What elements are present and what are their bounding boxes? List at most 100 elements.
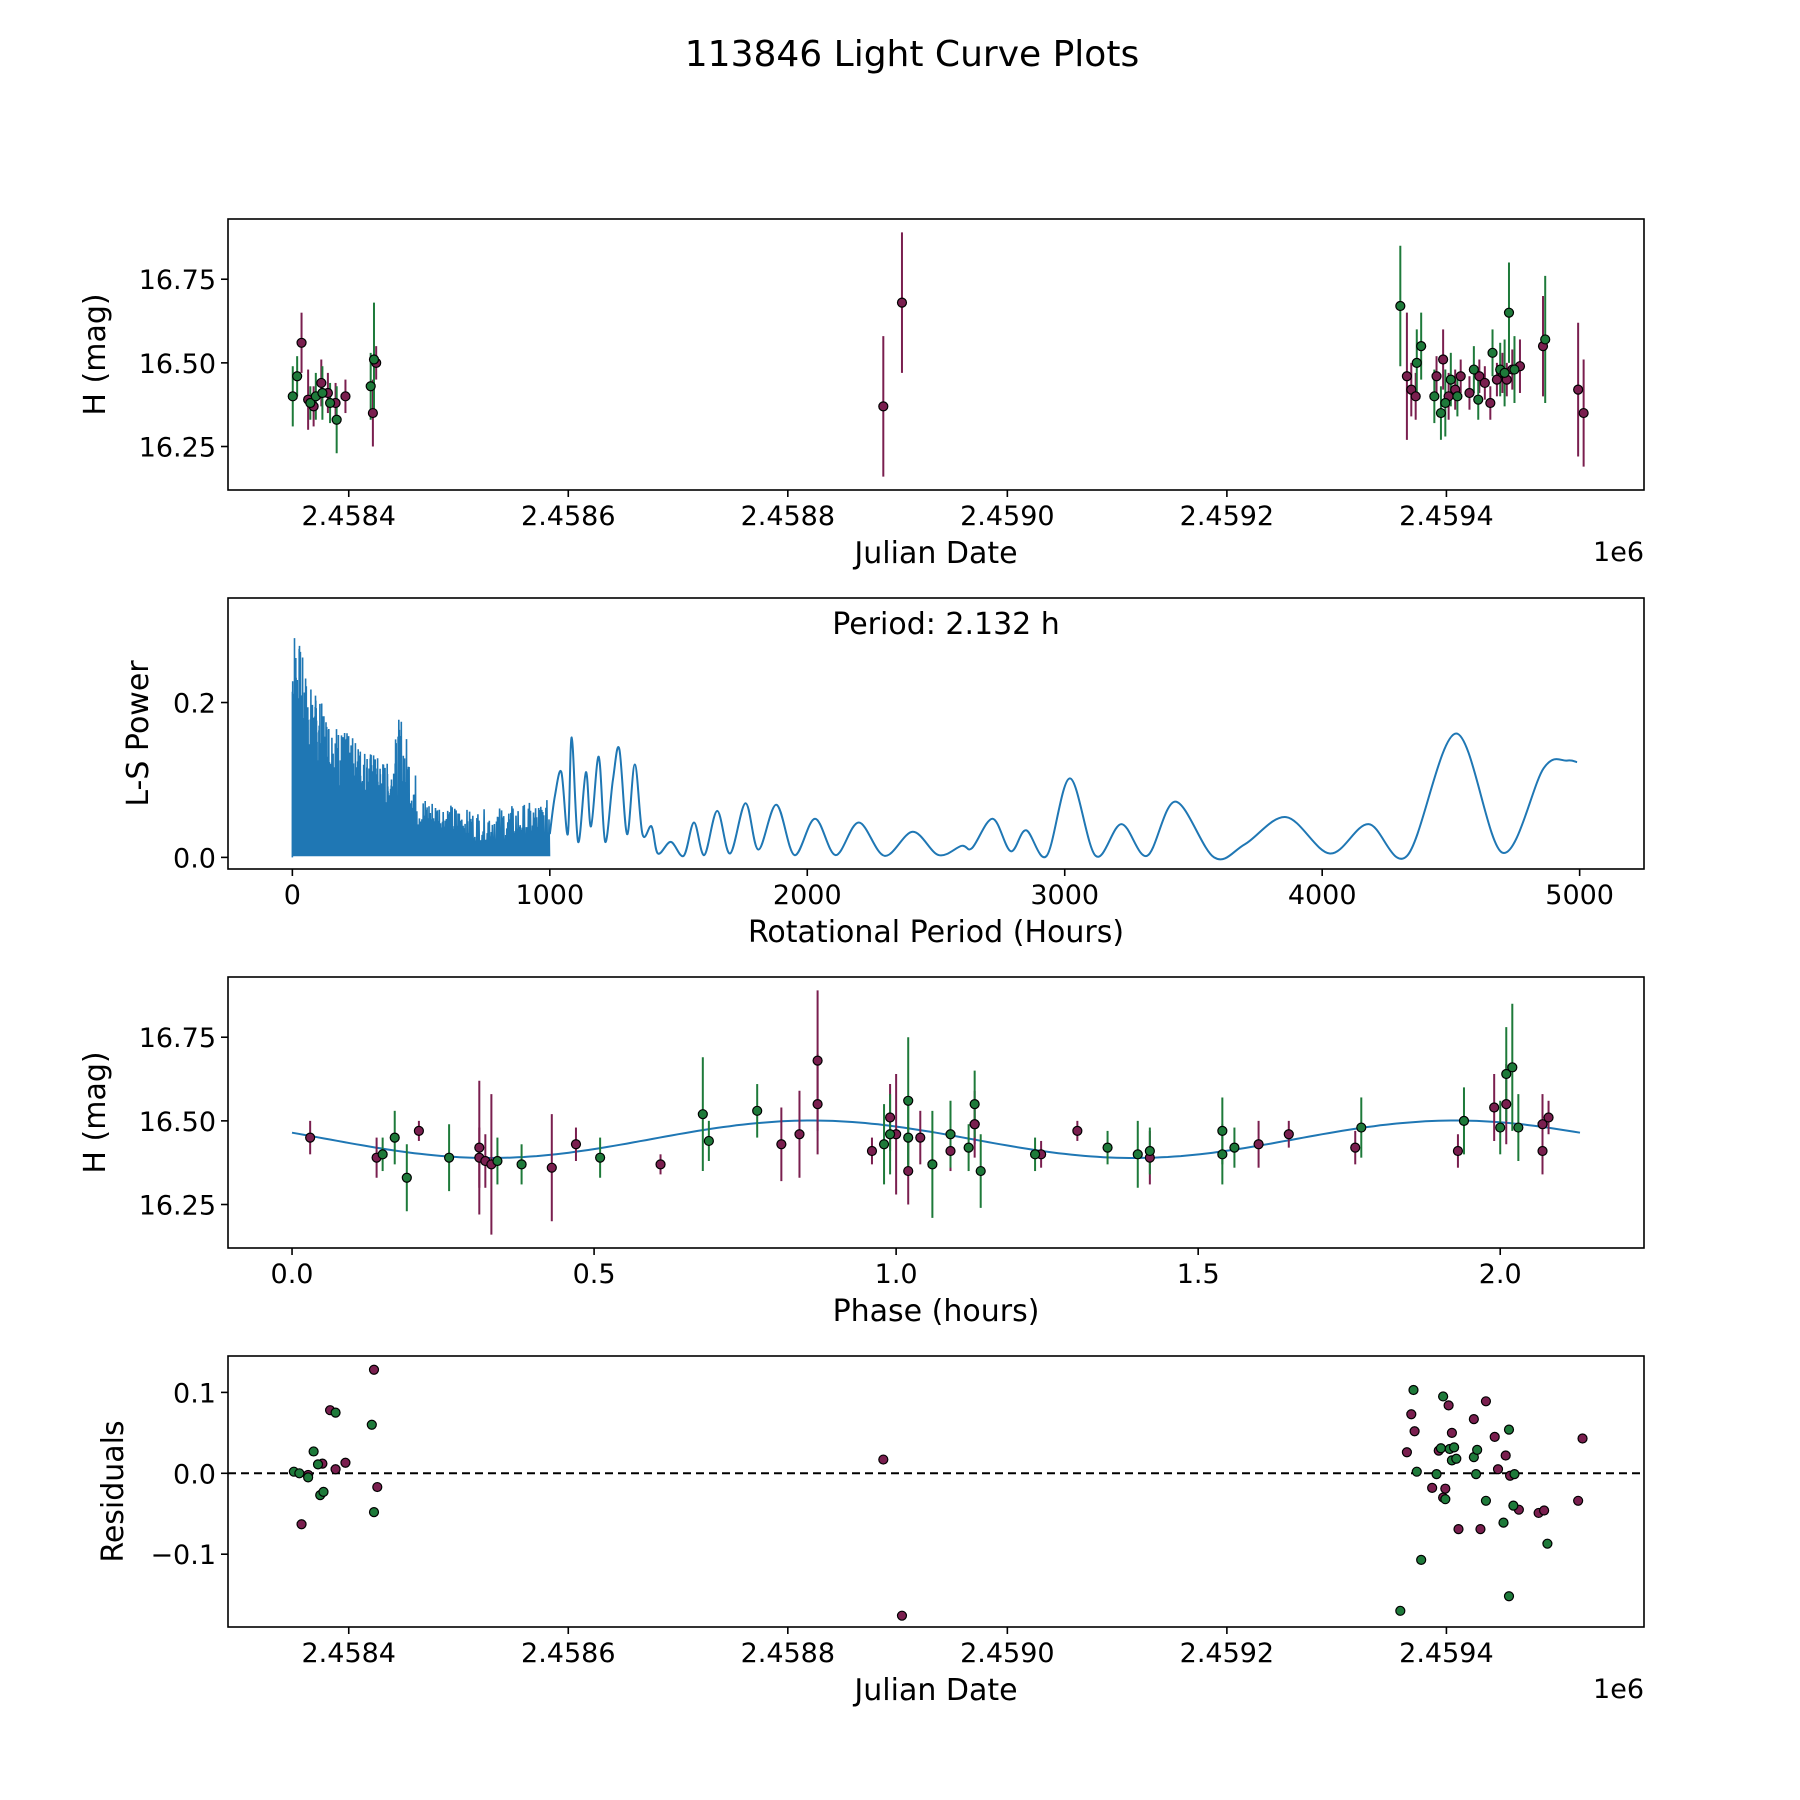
y-tick-label: 0.0 [173, 843, 216, 874]
data-point [1503, 1424, 1515, 1435]
data-point [812, 1099, 823, 1110]
data-point [1540, 334, 1551, 345]
data-point [1578, 407, 1589, 419]
data-point [1431, 371, 1442, 382]
data-point [1474, 371, 1485, 382]
data-point [1480, 1396, 1492, 1407]
data-point [896, 1610, 908, 1621]
data-point [546, 1162, 557, 1173]
data-point [401, 1172, 412, 1183]
data-point [1429, 391, 1440, 402]
data-point [331, 414, 342, 425]
data-point [1537, 1119, 1548, 1130]
x-tick-label: 2.4594 [1399, 1638, 1493, 1669]
data-point [1501, 1099, 1512, 1110]
data-point [1401, 371, 1413, 382]
data-point [1485, 397, 1496, 409]
data-point [366, 1419, 377, 1430]
data-point [915, 1132, 926, 1143]
data-point [474, 1142, 485, 1153]
data-point [305, 1132, 316, 1143]
data-point [1445, 374, 1456, 385]
y-tick-label: 0.0 [173, 1459, 216, 1490]
data-point [752, 1105, 763, 1116]
x-tick-label: 2.4590 [960, 1638, 1054, 1669]
data-point [330, 1407, 341, 1418]
data-point [1498, 1517, 1509, 1528]
data-point [794, 1129, 805, 1140]
data-point [697, 1109, 708, 1120]
data-point [492, 1155, 503, 1167]
data-point [1350, 1142, 1361, 1153]
phase-plot-area [291, 990, 1581, 1235]
data-point [389, 1132, 400, 1143]
data-point [1503, 307, 1515, 318]
data-point [317, 387, 328, 399]
x-tick-label: 2.4586 [521, 1638, 615, 1669]
data-point [1435, 1443, 1447, 1454]
x-tick-label: 0 [284, 880, 301, 911]
data-point [655, 1159, 666, 1170]
data-point [1542, 1538, 1553, 1549]
data-point [413, 1125, 424, 1137]
data-point [878, 401, 889, 412]
figure-title: 113846 Light Curve Plots [685, 34, 1139, 75]
data-point [1537, 1145, 1548, 1157]
data-point [372, 1481, 383, 1493]
y-axis-label: L-S Power [121, 660, 156, 807]
y-axis-label: H (mag) [78, 1051, 113, 1173]
x-tick-label: 2.4592 [1180, 1638, 1274, 1669]
periodogram-line [548, 732, 1578, 861]
data-point [1356, 1122, 1367, 1133]
data-point [1440, 1483, 1451, 1494]
data-point [1435, 407, 1447, 419]
data-point [1443, 1400, 1454, 1411]
data-point [303, 1472, 314, 1483]
x-tick-label: 2.4588 [741, 1638, 835, 1669]
y-axis-label: Residuals [96, 1420, 131, 1562]
data-point [1431, 1469, 1442, 1480]
data-point [903, 1132, 914, 1143]
period-annotation: Period: 2.132 h [832, 607, 1060, 642]
data-point [1487, 347, 1498, 358]
data-point [1411, 357, 1422, 368]
x-tick-label: 2.4584 [302, 1638, 396, 1669]
residuals-panel: 2.4584 2.4586 2.4588 2.4590 2.4592 2.4594 −0.1… [96, 1355, 1645, 1708]
data-point [1438, 354, 1449, 365]
data-point [1440, 1494, 1451, 1505]
x-tick-label: 2.4592 [1180, 501, 1274, 532]
data-point [1491, 374, 1503, 385]
data-point [1410, 391, 1421, 402]
y-tick-label: 16.75 [139, 265, 216, 296]
data-point [776, 1139, 787, 1150]
data-point [368, 354, 380, 365]
data-point [367, 407, 378, 419]
data-point [945, 1145, 956, 1157]
x-tick-label: 2.4588 [741, 501, 835, 532]
data-point [1452, 391, 1463, 402]
x-tick-label: 0.5 [573, 1259, 616, 1290]
data-point [1573, 384, 1584, 395]
y-tick-label: 0.1 [173, 1378, 216, 1409]
data-point [1513, 1122, 1524, 1133]
data-point [312, 1459, 324, 1470]
data-point [287, 391, 298, 402]
data-point [1501, 1068, 1512, 1080]
data-point [1144, 1145, 1155, 1157]
residuals-axes-frame [227, 1355, 1645, 1628]
data-point [866, 1145, 878, 1157]
phase-axes-frame [227, 976, 1645, 1249]
data-point [365, 381, 376, 392]
data-point [878, 1454, 889, 1465]
x-tick-label: 1.5 [1177, 1259, 1220, 1290]
data-point [1132, 1149, 1143, 1160]
x-tick-label: 1000 [515, 880, 584, 911]
data-point [969, 1099, 980, 1110]
data-point [1451, 1453, 1462, 1464]
x-tick-label: 1.0 [875, 1259, 918, 1290]
data-point [1468, 364, 1479, 375]
data-point [1543, 1112, 1554, 1123]
data-point [1509, 364, 1520, 375]
data-point [1507, 1062, 1518, 1073]
data-point [1438, 1391, 1449, 1402]
